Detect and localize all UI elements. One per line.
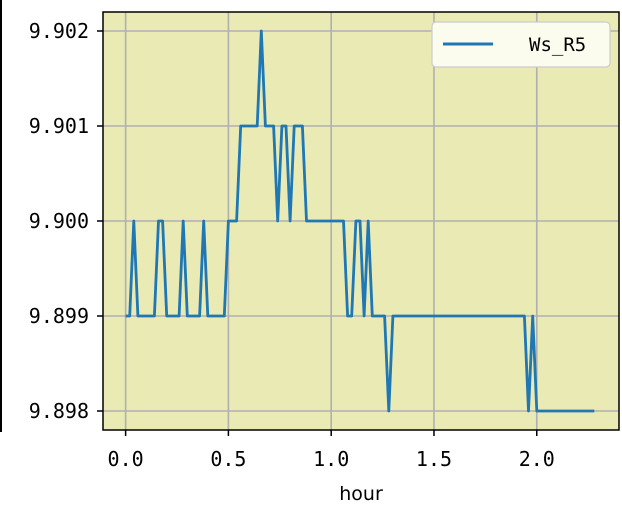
x-tick-label: 1.5 (416, 447, 452, 471)
y-tick-label: 9.899 (29, 304, 89, 328)
series-layer (125, 29, 595, 413)
legend-box (431, 21, 611, 68)
legend-label: Ws_R5 (529, 34, 586, 56)
y-tick-label: 9.901 (29, 114, 89, 138)
x-tick-label: 0.0 (108, 447, 144, 471)
x-axis-label: hour (339, 483, 383, 505)
y-axis: 9.898 9.899 9.900 9.901 9.902 (29, 19, 103, 423)
left-edge-line (0, 0, 2, 432)
y-tick-label: 9.898 (29, 399, 89, 423)
x-tick-label: 0.5 (210, 447, 246, 471)
series-line (125, 29, 595, 413)
x-tick-label: 2.0 (519, 447, 555, 471)
legend: Ws_R5 (431, 21, 611, 68)
y-tick-label: 9.902 (29, 19, 89, 43)
x-tick-label: 1.0 (313, 447, 349, 471)
x-axis: 0.0 0.5 1.0 1.5 2.0 (108, 430, 555, 471)
y-tick-label: 9.900 (29, 209, 89, 233)
